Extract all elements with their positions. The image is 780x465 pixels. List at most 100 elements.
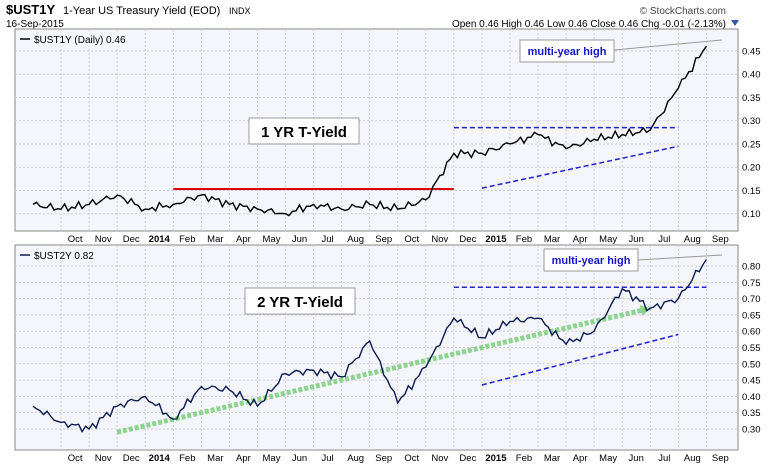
y-tick-label: 0.70 [742,294,761,305]
x-tick-label: Feb [179,453,195,464]
y-tick-label: 0.35 [742,408,761,419]
x-tick-label: Sep [375,453,392,464]
header-symbol: $UST1Y [6,2,55,17]
x-tick-label: Sep [712,453,729,464]
x-tick-label: Jun [292,453,307,464]
x-tick-label: Sep [375,234,392,245]
callout-1y-pointer [613,39,723,51]
x-tick-label: Apr [236,234,251,245]
x-tick-label: Oct [68,234,83,245]
x-tick-label: Mar [207,453,223,464]
x-tick-label: Apr [573,234,588,245]
uptrend-line [116,305,651,435]
x-tick-label: Dec [459,453,476,464]
y-tick-label: 0.60 [742,327,761,338]
x-tick-label: Feb [516,234,532,245]
panel-1y-levels [173,126,679,191]
panel-1y-y-axis: 0.10 0.15 0.20 0.25 0.30 0.35 0.40 0.45 [742,46,761,220]
y-tick-label: 0.75 [742,278,761,289]
header-exchange: INDX [229,6,251,16]
series-1y-line [32,45,707,217]
x-tick-label: Jul [658,453,670,464]
x-tick-label: Apr [573,453,588,464]
x-tick-label: Oct [404,453,419,464]
x-tick-label: Jun [629,453,644,464]
x-tick-label: Feb [516,453,532,464]
x-tick-label: 2014 [149,453,171,464]
y-tick-label: 0.10 [742,209,761,220]
y-tick-label: 0.25 [742,139,761,150]
x-tick-label: Mar [544,234,560,245]
watermark: © StockCharts.com [640,6,726,17]
x-tick-label: Mar [207,234,223,245]
callout-1y: multi-year high [528,46,607,58]
panel-2y-x-axis: Oct Nov Dec 2014 Feb Mar Apr May Jun Jul Aug Sep Oct… [68,453,729,464]
x-tick-label: May [263,453,281,464]
panel-2y-levels [116,286,707,435]
header-date: 16-Sep-2015 [6,19,64,30]
callout-1y-box [519,39,615,63]
x-tick-label: Nov [431,234,448,245]
x-tick-label: Nov [95,453,112,464]
x-tick-label: Apr [236,453,251,464]
annotation-1y-box [248,117,360,145]
x-tick-label: Oct [68,453,83,464]
series-2y-line [32,259,707,434]
uptrend-arrow-head [639,305,651,317]
y-tick-label: 0.45 [742,376,761,387]
annotation-1y: 1 YR T-Yield [261,124,347,141]
x-tick-label: Nov [431,453,448,464]
annotation-2y-box [244,287,356,315]
x-tick-label: Mar [544,453,560,464]
legend-2y-box [18,248,104,262]
x-tick-label: Aug [347,234,364,245]
annotation-2y: 2 YR T-Yield [257,294,343,311]
x-tick-label: Nov [95,234,112,245]
x-tick-label: Aug [684,453,701,464]
x-tick-label: 2015 [485,453,507,464]
x-tick-label: Jun [292,234,307,245]
panel-1y-grid [15,29,738,231]
x-tick-label: May [599,234,617,245]
y-tick-label: 0.30 [742,116,761,127]
header-name: 1-Year US Treasury Yield (EOD) [63,5,220,17]
legend-1y-box [18,32,136,46]
y-tick-label: 0.30 [742,424,761,435]
support-trend-line [481,145,679,189]
y-tick-label: 0.40 [742,70,761,81]
x-tick-label: Dec [459,234,476,245]
x-tick-label: Jun [629,234,644,245]
legend-2y-label: $UST2Y 0.82 [34,251,94,262]
x-tick-label: Oct [404,234,419,245]
x-tick-label: May [599,453,617,464]
x-tick-label: Aug [684,234,701,245]
x-tick-label: Sep [712,234,729,245]
panel-2y-y-axis: 0.30 0.35 0.40 0.45 0.50 0.55 0.60 0.65 0.70 0.75… [742,262,761,436]
y-tick-label: 0.80 [742,262,761,273]
y-tick-label: 0.35 [742,93,761,104]
x-tick-label: Jul [322,234,334,245]
legend-1y-label: $UST1Y (Daily) 0.46 [34,35,126,46]
y-tick-label: 0.50 [742,359,761,370]
header-quote: Open 0.46 High 0.46 Low 0.46 Close 0.46 … [452,19,726,30]
y-tick-label: 0.40 [742,392,761,403]
y-tick-label: 0.45 [742,46,761,57]
panel-1y-background [14,28,739,232]
x-tick-label: Jul [322,453,334,464]
panel-2y: 0.30 0.35 0.40 0.45 0.50 0.55 0.60 0.65 0.70 0.75… [14,244,761,464]
callout-2y: multi-year high [552,255,631,267]
support-trend-line [481,333,679,386]
x-tick-label: Feb [179,234,195,245]
dropdown-arrow-icon[interactable] [731,20,739,26]
x-tick-label: Aug [347,453,364,464]
x-tick-label: Dec [123,453,140,464]
y-tick-label: 0.15 [742,186,761,197]
y-tick-label: 0.20 [742,163,761,174]
x-tick-label: Jul [658,234,670,245]
x-tick-label: 2014 [149,234,171,245]
callout-2y-pointer [637,254,723,261]
x-tick-label: Dec [123,234,140,245]
panel-1y: 0.10 0.15 0.20 0.25 0.30 0.35 0.40 0.45 Oct Nov D… [14,28,761,245]
x-tick-label: May [263,234,281,245]
